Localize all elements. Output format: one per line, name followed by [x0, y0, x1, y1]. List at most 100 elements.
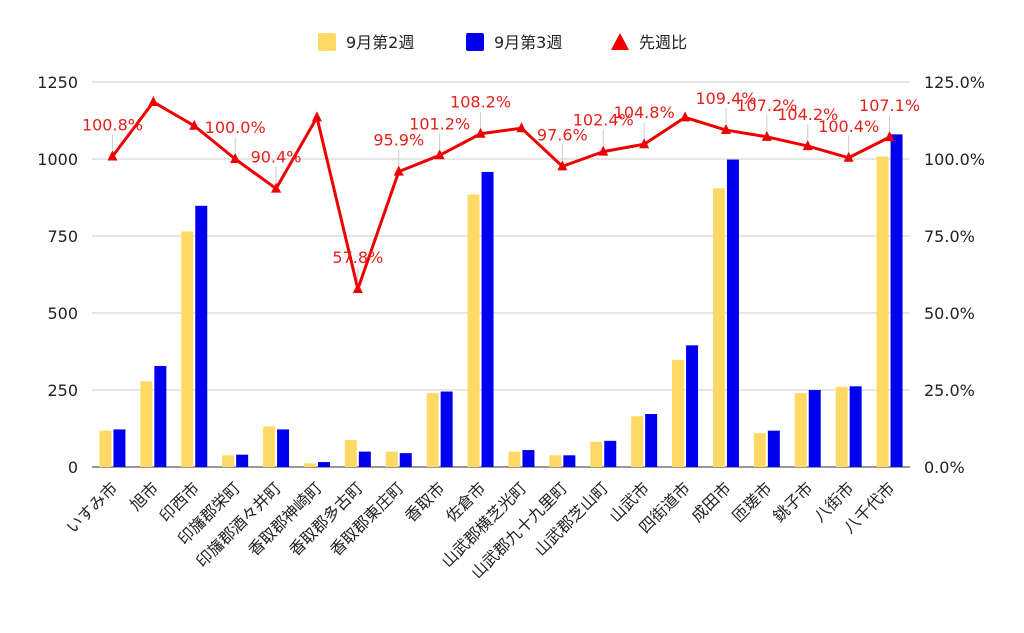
ratio-point	[680, 111, 691, 122]
ratio-point	[189, 119, 200, 130]
bar-week2	[263, 426, 276, 467]
bar-week3	[645, 414, 658, 467]
bar-week2	[753, 433, 766, 467]
bar-week2	[385, 451, 398, 467]
bar-week3	[236, 454, 249, 467]
ratio-point	[230, 153, 241, 163]
bar-week3	[195, 205, 208, 468]
bar-week3	[522, 450, 535, 467]
bar-week3	[808, 390, 821, 467]
ratio-point	[802, 140, 813, 151]
legend: 9月第2週 9月第3週 先週比	[318, 33, 687, 52]
ratio-point	[311, 111, 322, 122]
ratio-point	[434, 149, 445, 160]
ratio-point	[107, 150, 118, 161]
ratio-point	[598, 145, 609, 156]
ratio-label: 100.0%	[205, 118, 266, 137]
bar-week2	[222, 455, 235, 467]
bar-week2	[712, 188, 725, 467]
gridlines	[92, 81, 910, 468]
right-tick-label: 125.0%	[924, 73, 985, 92]
bar-week2	[426, 393, 439, 467]
bar-week3	[726, 159, 739, 467]
ratio-label: 95.9%	[373, 131, 424, 150]
ratio-point	[720, 124, 731, 135]
bar-week3	[154, 365, 167, 467]
ratio-point	[761, 130, 772, 141]
bar-series	[99, 134, 903, 468]
bar-week2	[835, 386, 848, 467]
bar-week2	[794, 393, 807, 467]
right-tick-label: 0.0%	[924, 458, 965, 477]
ratio-label: 101.2%	[409, 114, 470, 133]
ratio-point	[475, 127, 486, 138]
right-tick-label: 75.0%	[924, 227, 975, 246]
right-tick-label: 100.0%	[924, 150, 985, 169]
bar-week3	[767, 430, 780, 467]
ratio-label: 102.4%	[573, 111, 634, 130]
bar-week2	[181, 231, 194, 467]
ratio-point	[352, 282, 363, 293]
bar-week3	[563, 455, 576, 467]
x-tick-label: 香取市	[401, 478, 448, 525]
ratio-label: 107.1%	[859, 96, 920, 115]
left-tick-label: 0	[68, 458, 78, 477]
ratio-point	[393, 165, 404, 176]
legend-label: 先週比	[639, 33, 687, 52]
ratio-point	[843, 151, 854, 162]
ratio-label: 100.4%	[818, 117, 879, 136]
ratio-point	[884, 131, 895, 142]
x-tick-label: 旭市	[126, 478, 162, 514]
bar-week2	[467, 194, 480, 468]
bar-week2	[590, 441, 603, 467]
x-axis-ticks: いすみ市 旭市印西市印旛郡栄町印旛郡酒々井町香取郡神崎町香取郡多古町香取郡東庄町香…	[63, 478, 899, 582]
bar-week2	[99, 430, 112, 467]
bar-week3	[440, 391, 453, 467]
ratio-point	[557, 160, 568, 171]
ratio-label: 108.2%	[450, 93, 511, 112]
bar-week3	[358, 451, 371, 467]
left-axis-ticks: 0 250 500 750 1000 1250	[37, 73, 78, 477]
ratio-label: 90.4%	[251, 148, 302, 167]
x-tick-label: いすみ市	[63, 478, 122, 537]
ratio-point	[639, 138, 650, 149]
ratio-label: 104.2%	[777, 105, 838, 124]
right-tick-label: 25.0%	[924, 381, 975, 400]
ratio-point	[271, 182, 282, 193]
ratio-label: 109.4%	[695, 89, 756, 108]
bar-week3	[399, 453, 412, 467]
bar-week3	[481, 171, 494, 467]
x-tick-label: 匝瑳市	[728, 478, 775, 525]
bar-week2	[549, 455, 562, 467]
ratio-label: 104.8%	[614, 103, 675, 122]
bar-week2	[631, 416, 644, 467]
bar-week3	[317, 462, 330, 467]
bar-week3	[890, 134, 903, 468]
x-tick-label: 成田市	[687, 478, 734, 525]
ratio-label: 107.2%	[736, 96, 797, 115]
bar-week3	[686, 345, 699, 467]
bar-week2	[508, 451, 521, 467]
legend-swatch	[466, 33, 484, 51]
legend-label: 9月第3週	[494, 33, 562, 52]
bar-week3	[849, 386, 862, 467]
ratio-label: 97.6%	[537, 125, 588, 144]
bar-week3	[277, 429, 290, 467]
bar-week2	[344, 439, 357, 467]
legend-swatch	[318, 33, 336, 51]
left-tick-label: 1000	[37, 150, 78, 169]
left-tick-label: 250	[47, 381, 78, 400]
legend-label: 9月第2週	[346, 33, 414, 52]
bar-week2	[876, 156, 889, 467]
x-tick-label: 銚子市	[769, 478, 816, 525]
ratio-point	[148, 96, 159, 107]
ratio-label: 100.8%	[82, 116, 143, 135]
left-tick-label: 1250	[37, 73, 78, 92]
bar-week3	[113, 429, 126, 467]
legend-swatch	[611, 33, 629, 50]
right-tick-label: 50.0%	[924, 304, 975, 323]
bar-week2	[303, 463, 316, 467]
right-axis-ticks: 0.0% 25.0% 50.0% 75.0% 100.0% 125.0%	[924, 73, 985, 477]
ratio-line-series: 100.8% 100.0% 90.4% 57.8% 95.9%101.2% 108.2% 9…	[82, 89, 920, 293]
